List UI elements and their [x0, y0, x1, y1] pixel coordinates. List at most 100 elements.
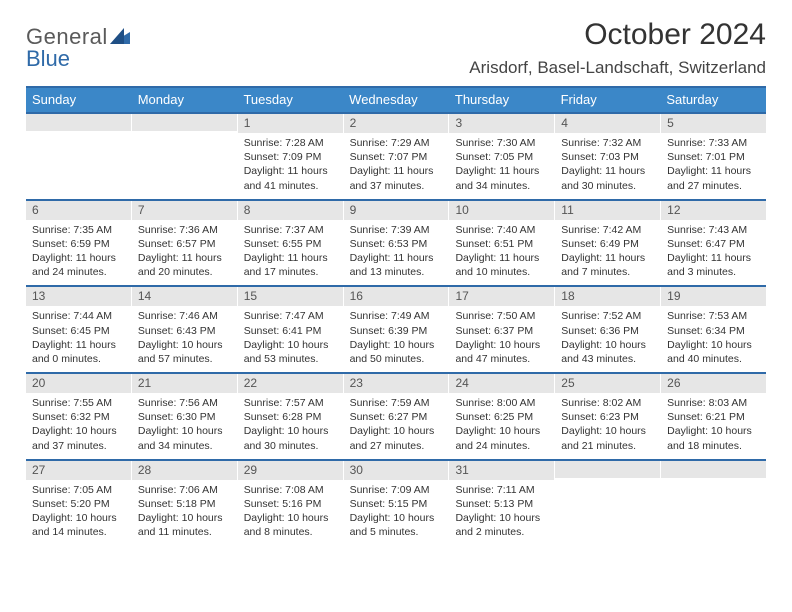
calendar-cell: 27Sunrise: 7:05 AMSunset: 5:20 PMDayligh…: [26, 461, 132, 546]
sunrise-text: Sunrise: 7:39 AM: [350, 223, 443, 237]
day-details: Sunrise: 7:57 AMSunset: 6:28 PMDaylight:…: [238, 393, 343, 453]
day-details: Sunrise: 8:03 AMSunset: 6:21 PMDaylight:…: [661, 393, 766, 453]
day-number: 11: [555, 201, 660, 220]
sunset-text: Sunset: 6:41 PM: [244, 324, 337, 338]
daylight-text: Daylight: 10 hours and 5 minutes.: [350, 511, 443, 539]
day-details: Sunrise: 7:29 AMSunset: 7:07 PMDaylight:…: [344, 133, 449, 193]
daylight-text: Daylight: 11 hours and 37 minutes.: [350, 164, 443, 192]
logo-mark-icon: [110, 24, 130, 50]
day-details: Sunrise: 7:32 AMSunset: 7:03 PMDaylight:…: [555, 133, 660, 193]
day-details: Sunrise: 7:50 AMSunset: 6:37 PMDaylight:…: [449, 306, 554, 366]
weekday-sun: Sunday: [26, 88, 132, 112]
day-number: 5: [661, 114, 766, 133]
daylight-text: Daylight: 11 hours and 10 minutes.: [455, 251, 548, 279]
daylight-text: Daylight: 10 hours and 24 minutes.: [455, 424, 548, 452]
day-number: 17: [449, 287, 554, 306]
sunset-text: Sunset: 6:39 PM: [350, 324, 443, 338]
day-number: 27: [26, 461, 131, 480]
day-details: Sunrise: 7:09 AMSunset: 5:15 PMDaylight:…: [344, 480, 449, 540]
sunset-text: Sunset: 7:01 PM: [667, 150, 760, 164]
sunrise-text: Sunrise: 7:37 AM: [244, 223, 337, 237]
header: General October 2024 Arisdorf, Basel-Lan…: [26, 18, 766, 78]
sunset-text: Sunset: 5:15 PM: [350, 497, 443, 511]
day-number: 13: [26, 287, 131, 306]
daylight-text: Daylight: 11 hours and 20 minutes.: [138, 251, 231, 279]
weekday-fri: Friday: [555, 88, 661, 112]
weekday-sat: Saturday: [660, 88, 766, 112]
calendar-week: 13Sunrise: 7:44 AMSunset: 6:45 PMDayligh…: [26, 285, 766, 372]
daylight-text: Daylight: 10 hours and 11 minutes.: [138, 511, 231, 539]
daylight-text: Daylight: 10 hours and 27 minutes.: [350, 424, 443, 452]
day-number: 21: [132, 374, 237, 393]
day-number: 29: [238, 461, 343, 480]
sunset-text: Sunset: 6:51 PM: [455, 237, 548, 251]
day-number: 3: [449, 114, 554, 133]
day-details: Sunrise: 7:44 AMSunset: 6:45 PMDaylight:…: [26, 306, 131, 366]
calendar-week: 20Sunrise: 7:55 AMSunset: 6:32 PMDayligh…: [26, 372, 766, 459]
sunrise-text: Sunrise: 7:44 AM: [32, 309, 125, 323]
day-number: 1: [238, 114, 343, 133]
day-number: 31: [449, 461, 554, 480]
location-text: Arisdorf, Basel-Landschaft, Switzerland: [469, 58, 766, 78]
sunset-text: Sunset: 6:37 PM: [455, 324, 548, 338]
daylight-text: Daylight: 10 hours and 57 minutes.: [138, 338, 231, 366]
weekday-header: Sunday Monday Tuesday Wednesday Thursday…: [26, 88, 766, 112]
daylight-text: Daylight: 11 hours and 24 minutes.: [32, 251, 125, 279]
sunset-text: Sunset: 6:23 PM: [561, 410, 654, 424]
calendar-cell: 11Sunrise: 7:42 AMSunset: 6:49 PMDayligh…: [555, 201, 661, 286]
sunset-text: Sunset: 6:36 PM: [561, 324, 654, 338]
daylight-text: Daylight: 10 hours and 47 minutes.: [455, 338, 548, 366]
day-details: Sunrise: 7:46 AMSunset: 6:43 PMDaylight:…: [132, 306, 237, 366]
day-details: Sunrise: 7:30 AMSunset: 7:05 PMDaylight:…: [449, 133, 554, 193]
calendar: Sunday Monday Tuesday Wednesday Thursday…: [26, 86, 766, 545]
daylight-text: Daylight: 10 hours and 14 minutes.: [32, 511, 125, 539]
day-details: Sunrise: 7:55 AMSunset: 6:32 PMDaylight:…: [26, 393, 131, 453]
daylight-text: Daylight: 10 hours and 2 minutes.: [455, 511, 548, 539]
sunrise-text: Sunrise: 7:55 AM: [32, 396, 125, 410]
day-details: Sunrise: 7:42 AMSunset: 6:49 PMDaylight:…: [555, 220, 660, 280]
day-number: 7: [132, 201, 237, 220]
day-number: 15: [238, 287, 343, 306]
sunrise-text: Sunrise: 7:11 AM: [455, 483, 548, 497]
daylight-text: Daylight: 10 hours and 40 minutes.: [667, 338, 760, 366]
daylight-text: Daylight: 10 hours and 43 minutes.: [561, 338, 654, 366]
sunset-text: Sunset: 6:32 PM: [32, 410, 125, 424]
weekday-mon: Monday: [132, 88, 238, 112]
calendar-cell: 13Sunrise: 7:44 AMSunset: 6:45 PMDayligh…: [26, 287, 132, 372]
day-details: Sunrise: 7:39 AMSunset: 6:53 PMDaylight:…: [344, 220, 449, 280]
day-details: Sunrise: 7:11 AMSunset: 5:13 PMDaylight:…: [449, 480, 554, 540]
sunrise-text: Sunrise: 7:06 AM: [138, 483, 231, 497]
day-details: Sunrise: 8:00 AMSunset: 6:25 PMDaylight:…: [449, 393, 554, 453]
day-number: 19: [661, 287, 766, 306]
daylight-text: Daylight: 10 hours and 34 minutes.: [138, 424, 231, 452]
calendar-cell: 19Sunrise: 7:53 AMSunset: 6:34 PMDayligh…: [661, 287, 766, 372]
sunset-text: Sunset: 6:53 PM: [350, 237, 443, 251]
sunrise-text: Sunrise: 7:46 AM: [138, 309, 231, 323]
sunrise-text: Sunrise: 7:50 AM: [455, 309, 548, 323]
calendar-cell: 22Sunrise: 7:57 AMSunset: 6:28 PMDayligh…: [238, 374, 344, 459]
sunset-text: Sunset: 5:20 PM: [32, 497, 125, 511]
calendar-cell: 20Sunrise: 7:55 AMSunset: 6:32 PMDayligh…: [26, 374, 132, 459]
sunset-text: Sunset: 7:07 PM: [350, 150, 443, 164]
sunset-text: Sunset: 6:34 PM: [667, 324, 760, 338]
calendar-cell: 5Sunrise: 7:33 AMSunset: 7:01 PMDaylight…: [661, 114, 766, 199]
day-number: 2: [344, 114, 449, 133]
calendar-cell: 28Sunrise: 7:06 AMSunset: 5:18 PMDayligh…: [132, 461, 238, 546]
daylight-text: Daylight: 10 hours and 18 minutes.: [667, 424, 760, 452]
day-number: [555, 461, 660, 478]
day-number: 30: [344, 461, 449, 480]
day-details: Sunrise: 7:53 AMSunset: 6:34 PMDaylight:…: [661, 306, 766, 366]
sunrise-text: Sunrise: 7:57 AM: [244, 396, 337, 410]
day-details: Sunrise: 7:08 AMSunset: 5:16 PMDaylight:…: [238, 480, 343, 540]
sunrise-text: Sunrise: 7:35 AM: [32, 223, 125, 237]
day-number: 24: [449, 374, 554, 393]
sunset-text: Sunset: 7:09 PM: [244, 150, 337, 164]
daylight-text: Daylight: 11 hours and 7 minutes.: [561, 251, 654, 279]
calendar-cell: 24Sunrise: 8:00 AMSunset: 6:25 PMDayligh…: [449, 374, 555, 459]
day-number: 25: [555, 374, 660, 393]
day-details: Sunrise: 7:43 AMSunset: 6:47 PMDaylight:…: [661, 220, 766, 280]
day-details: Sunrise: 7:35 AMSunset: 6:59 PMDaylight:…: [26, 220, 131, 280]
sunrise-text: Sunrise: 8:03 AM: [667, 396, 760, 410]
day-details: Sunrise: 7:28 AMSunset: 7:09 PMDaylight:…: [238, 133, 343, 193]
calendar-cell: 17Sunrise: 7:50 AMSunset: 6:37 PMDayligh…: [449, 287, 555, 372]
